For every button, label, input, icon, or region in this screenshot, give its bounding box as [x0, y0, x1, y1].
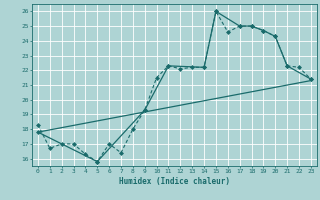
X-axis label: Humidex (Indice chaleur): Humidex (Indice chaleur) — [119, 177, 230, 186]
